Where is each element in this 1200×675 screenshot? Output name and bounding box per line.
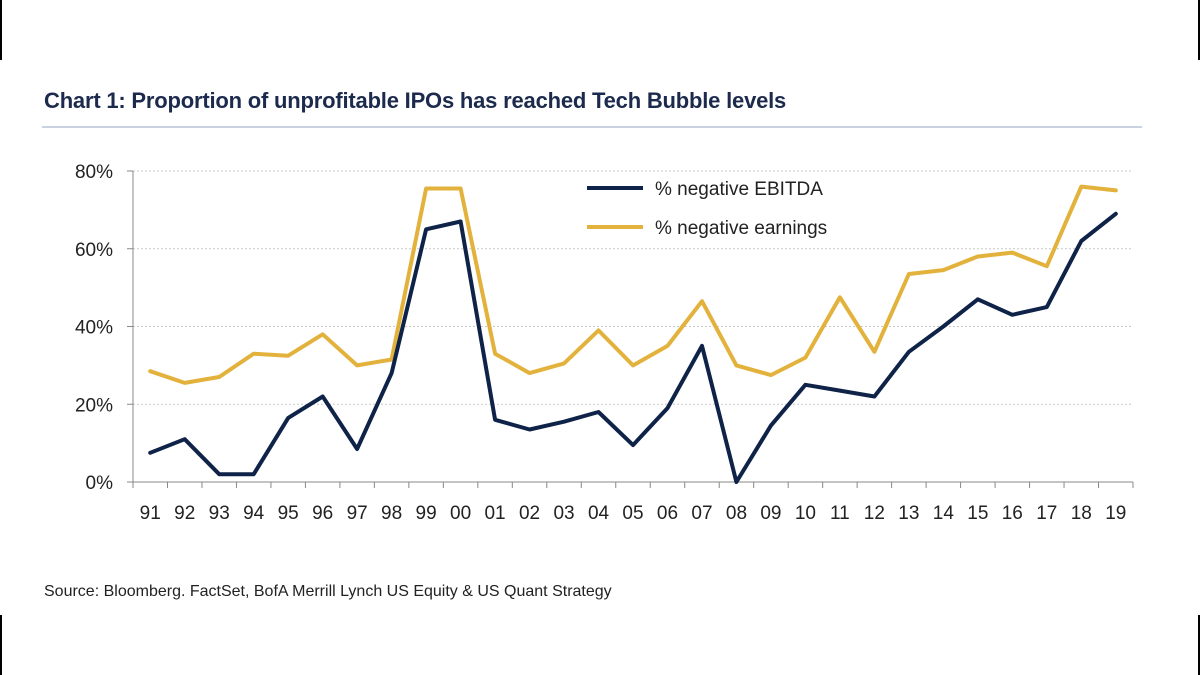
series-line-negative-earnings (148, 184, 1118, 385)
series-lines (148, 184, 1118, 484)
frame-bottom-right (1198, 615, 1200, 675)
x-tick-label: 92 (174, 503, 195, 524)
x-tick-label: 94 (243, 503, 265, 524)
title-divider (42, 126, 1142, 128)
y-tick-label: 0% (86, 473, 114, 494)
series-line-negative-ebitda (148, 211, 1118, 484)
y-tick-label: 40% (75, 318, 113, 339)
x-tick-label: 10 (795, 503, 816, 524)
x-tick-label: 17 (1036, 503, 1057, 524)
x-tick-label: 16 (1002, 503, 1023, 524)
y-tick-label: 60% (75, 240, 113, 261)
x-tick-label: 15 (967, 503, 988, 524)
y-tick-label: 20% (75, 395, 113, 416)
source-note: Source: Bloomberg. FactSet, BofA Merrill… (44, 583, 612, 600)
x-tick-label: 96 (312, 503, 333, 524)
x-tick-label: 07 (691, 503, 712, 524)
x-tick-label: 18 (1071, 503, 1092, 524)
x-tick-label: 12 (864, 503, 885, 524)
legend-label-negative-earnings: % negative earnings (655, 218, 827, 239)
frame-top-right (1198, 0, 1200, 60)
x-tick-label: 01 (484, 503, 505, 524)
x-tick-label: 19 (1105, 503, 1126, 524)
x-tick-label: 08 (726, 503, 747, 524)
legend: % negative EBITDA % negative earnings (587, 179, 827, 239)
y-axis-ticks: 0% 20% 40% 60% 80% (75, 162, 113, 494)
x-tick-label: 13 (898, 503, 919, 524)
frame-top-left (0, 0, 2, 60)
chart-title: Chart 1: Proportion of unprofitable IPOs… (44, 88, 787, 113)
x-tick-label: 95 (278, 503, 299, 524)
x-tick-label: 00 (450, 503, 471, 524)
x-tick-label: 05 (622, 503, 643, 524)
x-tick-label: 91 (140, 503, 161, 524)
x-tick-label: 03 (553, 503, 574, 524)
frame-bottom-left (0, 615, 2, 675)
x-tick-label: 11 (830, 503, 850, 524)
x-tick-label: 99 (416, 503, 437, 524)
x-tick-label: 97 (347, 503, 368, 524)
x-tick-label: 02 (519, 503, 540, 524)
x-tick-label: 09 (760, 503, 781, 524)
x-tick-label: 14 (933, 503, 955, 524)
y-tick-label: 80% (75, 162, 113, 183)
legend-label-negative-ebitda: % negative EBITDA (655, 179, 823, 200)
x-tick-label: 04 (588, 503, 610, 524)
gridlines (133, 170, 1133, 405)
x-tick-label: 93 (209, 503, 230, 524)
x-axis-ticks: 91 92 93 94 95 96 97 98 99 00 01 02 03 04 05 06 07 08 09 10… (140, 503, 1127, 524)
x-tick-label: 98 (381, 503, 402, 524)
x-tick-label: 06 (657, 503, 678, 524)
axes (127, 170, 1134, 488)
